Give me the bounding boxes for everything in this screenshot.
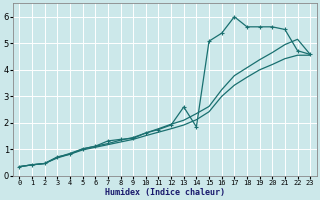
X-axis label: Humidex (Indice chaleur): Humidex (Indice chaleur): [105, 188, 225, 197]
